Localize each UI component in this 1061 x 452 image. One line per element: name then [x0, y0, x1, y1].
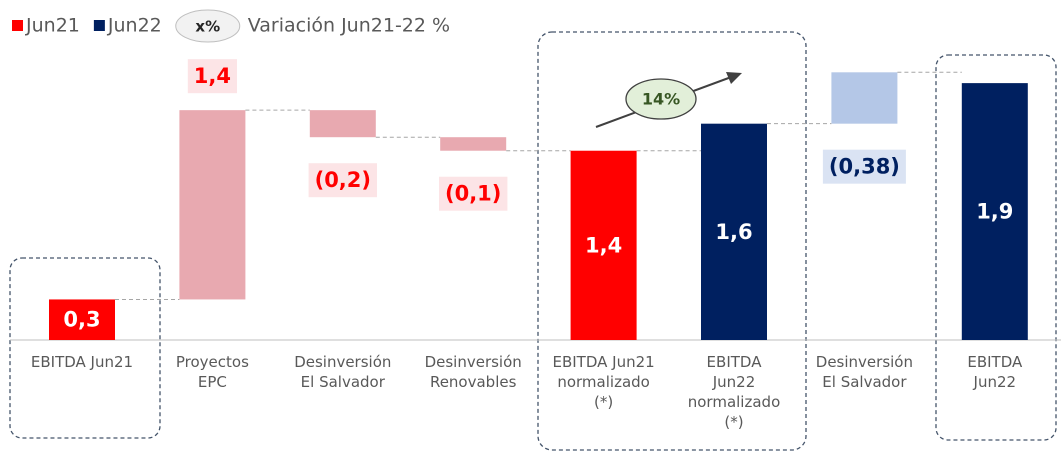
x-tick-label: EBITDA Jun21	[31, 353, 133, 371]
x-tick-label: EBITDA Jun22 normalizado (*)	[688, 353, 781, 431]
x-tick-label-line: Jun22	[712, 373, 756, 391]
value-label: (0,38)	[829, 155, 900, 179]
x-tick-label: EBITDA Jun21 normalizado (*)	[552, 353, 654, 411]
x-tick-label-line: (*)	[594, 393, 613, 411]
x-tick-label-line: Proyectos	[176, 353, 249, 371]
legend-label: Jun21	[25, 15, 80, 37]
x-tick-label-line: normalizado	[557, 373, 650, 391]
value-label-bg	[308, 163, 378, 198]
x-tick-label: EBITDA Jun22	[967, 353, 1023, 391]
x-tick-label-line: El Salvador	[301, 373, 386, 391]
x-tick-label-line: Jun22	[973, 373, 1017, 391]
bar	[49, 299, 115, 340]
bar	[701, 123, 767, 341]
highlight-box	[9, 257, 161, 439]
annotation-arrowhead	[726, 72, 742, 84]
x-tick-label-line: Desinversión	[816, 353, 913, 371]
value-label-bg	[822, 149, 906, 184]
legend-swatch	[93, 20, 105, 31]
value-label: (0,2)	[315, 168, 371, 192]
legend-note: Variación Jun21-22 %	[248, 15, 450, 37]
annotation-text: 14%	[642, 90, 680, 109]
x-tick-label-line: normalizado	[688, 393, 781, 411]
x-tick-label-line: Renovables	[430, 373, 517, 391]
x-tick-label: Desinversión El Salvador	[816, 353, 913, 391]
legend-badge-text: x%	[195, 18, 220, 36]
highlight-box	[935, 54, 1057, 441]
x-tick-label-line: EBITDA	[707, 353, 763, 371]
highlight-box	[537, 31, 807, 451]
bar	[961, 83, 1028, 341]
value-label: 1,4	[194, 64, 231, 88]
x-tick-label-line: EBITDA Jun21	[31, 353, 133, 371]
value-label: 1,9	[976, 200, 1013, 224]
legend-swatch	[12, 20, 23, 31]
bar	[440, 137, 507, 151]
value-label: 0,3	[63, 308, 100, 332]
value-label: 1,6	[715, 220, 752, 244]
x-tick-label: Proyectos EPC	[176, 353, 249, 391]
highlight-boxes	[9, 31, 1057, 451]
x-tick-label-line: EBITDA	[967, 353, 1023, 371]
x-tick-label: Desinversión Renovables	[425, 353, 522, 391]
x-tick-label-line: (*)	[724, 413, 743, 431]
x-tick-label-line: EBITDA Jun21	[552, 353, 654, 371]
bar	[309, 110, 376, 138]
legend-label: Jun22	[107, 15, 162, 37]
annotation-badge	[625, 78, 697, 120]
value-label-bg	[187, 59, 238, 94]
x-tick-label-line: El Salvador	[822, 373, 907, 391]
bar	[570, 150, 637, 340]
legend-badge	[175, 9, 241, 43]
value-label: 1,4	[585, 233, 622, 257]
x-tick-label: Desinversión El Salvador	[294, 353, 391, 391]
bar	[831, 72, 898, 124]
bar	[179, 110, 246, 300]
x-tick-label-line: Desinversión	[425, 353, 522, 371]
x-tick-label-line: Desinversión	[294, 353, 391, 371]
x-tick-label-line: EPC	[198, 373, 227, 391]
value-label-bg	[438, 176, 508, 211]
value-label: (0,1)	[445, 182, 501, 206]
